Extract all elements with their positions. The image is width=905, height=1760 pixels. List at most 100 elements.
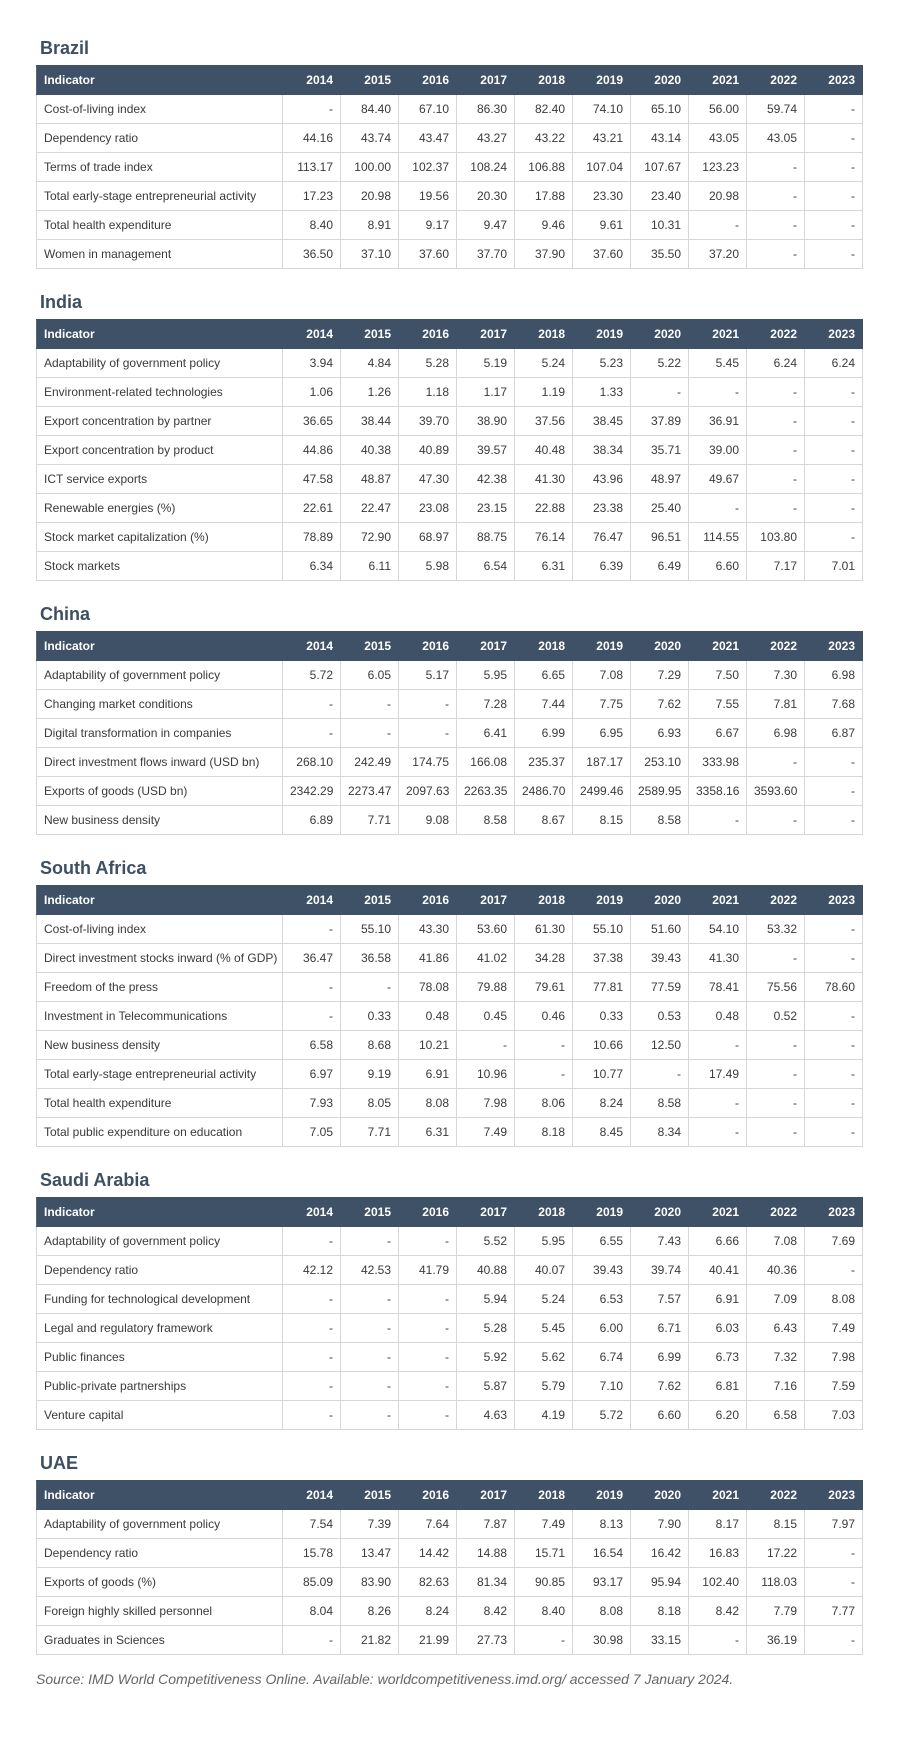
year-header: 2018 (514, 631, 573, 661)
indicator-name: Digital transformation in companies (36, 718, 283, 748)
value-cell: - (804, 943, 863, 973)
value-cell: 42.53 (340, 1255, 399, 1285)
value-cell: - (804, 239, 863, 269)
indicator-name: Dependency ratio (36, 123, 283, 153)
value-cell: 9.17 (398, 210, 457, 240)
indicator-name: Public-private partnerships (36, 1371, 283, 1401)
header-row: Indicator 2014 2015 2016 2017 2018 2019 2020 202… (36, 885, 863, 915)
data-row: Exports of goods (USD bn) 2342.29 2273.47 2… (36, 776, 863, 806)
value-cell: 36.19 (746, 1625, 805, 1655)
value-cell: 56.00 (688, 94, 747, 124)
value-cell: - (746, 406, 805, 436)
value-cell: 8.68 (340, 1030, 399, 1060)
value-cell: 118.03 (746, 1567, 805, 1597)
data-row: Foreign highly skilled personnel 8.04 8.26… (36, 1596, 863, 1626)
year-header: 2023 (804, 885, 863, 915)
indicator-name: Terms of trade index (36, 152, 283, 182)
value-cell: 102.37 (398, 152, 457, 182)
indicator-name: Adaptability of government policy (36, 1226, 283, 1256)
value-cell: 5.24 (514, 1284, 573, 1314)
value-cell: 39.00 (688, 435, 747, 465)
data-row: Adaptability of government policy 7.54 7.3… (36, 1509, 863, 1539)
year-header: 2019 (572, 885, 631, 915)
value-cell: 7.50 (688, 660, 747, 690)
value-cell: 74.10 (572, 94, 631, 124)
indicator-name: Freedom of the press (36, 972, 283, 1002)
value-cell: 7.57 (630, 1284, 689, 1314)
value-cell: 0.33 (572, 1001, 631, 1031)
value-cell: - (688, 1030, 747, 1060)
header-cell: Indicator (36, 885, 283, 915)
section-title: South Africa (40, 858, 147, 878)
source-note: Source: IMD World Competitiveness Online… (36, 1671, 734, 1687)
year-header: 2015 (340, 631, 399, 661)
data-row: Investment in Telecommunications -0.33 0.4… (36, 1001, 863, 1031)
value-cell: 8.04 (282, 1596, 341, 1626)
indicator-name: Environment-related technologies (36, 377, 283, 407)
value-cell: - (398, 1400, 457, 1430)
data-row: Cost-of-living index -84.40 67.10 86.30 82.4… (36, 94, 863, 124)
value-cell: 6.49 (630, 551, 689, 581)
indicator-name: Stock markets (36, 551, 283, 581)
value-cell: - (398, 718, 457, 748)
data-row: Total early-stage entrepreneurial activi… (36, 181, 863, 211)
value-cell: 8.34 (630, 1117, 689, 1147)
value-cell: 77.81 (572, 972, 631, 1002)
value-cell: 41.86 (398, 943, 457, 973)
value-cell: - (630, 377, 689, 407)
value-cell: 7.49 (514, 1509, 573, 1539)
value-cell: 6.60 (630, 1400, 689, 1430)
value-cell: 37.60 (398, 239, 457, 269)
value-cell: 43.74 (340, 123, 399, 153)
indicator-name: Total health expenditure (36, 210, 283, 240)
table-head: Indicator 2014 2015 2016 2017 2018 2019 2020 202… (36, 65, 863, 95)
data-row: Dependency ratio 15.78 13.47 14.42 14.88 15.7… (36, 1538, 863, 1568)
value-cell: - (282, 914, 341, 944)
value-cell: 23.08 (398, 493, 457, 523)
value-cell: 113.17 (282, 152, 341, 182)
value-cell: - (340, 718, 399, 748)
value-cell: 75.56 (746, 972, 805, 1002)
value-cell: 10.66 (572, 1030, 631, 1060)
value-cell: 37.38 (572, 943, 631, 973)
year-header: 2016 (398, 1197, 457, 1227)
table-body: Cost-of-living index -55.10 43.30 53.60 61.3… (36, 914, 863, 1147)
value-cell: 43.05 (746, 123, 805, 153)
data-row: ICT service exports 47.58 48.87 47.30 42.38 4… (36, 464, 863, 494)
indicator-name: New business density (36, 805, 283, 835)
data-row: New business density 6.58 8.68 10.21- -10.66… (36, 1030, 863, 1060)
value-cell: 37.90 (514, 239, 573, 269)
year-header: 2023 (804, 319, 863, 349)
value-cell: 7.93 (282, 1088, 341, 1118)
value-cell: 25.40 (630, 493, 689, 523)
value-cell: 6.67 (688, 718, 747, 748)
value-cell: 8.08 (572, 1596, 631, 1626)
value-cell: 7.49 (804, 1313, 863, 1343)
year-header: 2023 (804, 65, 863, 95)
value-cell: - (282, 1625, 341, 1655)
year-header: 2021 (688, 631, 747, 661)
value-cell: 65.10 (630, 94, 689, 124)
value-cell: 43.30 (398, 914, 457, 944)
value-cell: - (746, 1088, 805, 1118)
value-cell: 8.24 (398, 1596, 457, 1626)
value-cell: 23.30 (572, 181, 631, 211)
value-cell: 40.48 (514, 435, 573, 465)
value-cell: - (804, 1059, 863, 1089)
value-cell: - (282, 1284, 341, 1314)
year-header: 2020 (630, 1480, 689, 1510)
value-cell: - (804, 464, 863, 494)
value-cell: 6.87 (804, 718, 863, 748)
value-cell: 333.98 (688, 747, 747, 777)
value-cell: 103.80 (746, 522, 805, 552)
value-cell: 7.71 (340, 1117, 399, 1147)
value-cell: 22.61 (282, 493, 341, 523)
value-cell: 0.48 (398, 1001, 457, 1031)
value-cell: 77.59 (630, 972, 689, 1002)
value-cell: 7.43 (630, 1226, 689, 1256)
indicator-name: Cost-of-living index (36, 914, 283, 944)
value-cell: 95.94 (630, 1567, 689, 1597)
value-cell: 7.98 (456, 1088, 515, 1118)
header-cell: Indicator (36, 1480, 283, 1510)
value-cell: 9.47 (456, 210, 515, 240)
